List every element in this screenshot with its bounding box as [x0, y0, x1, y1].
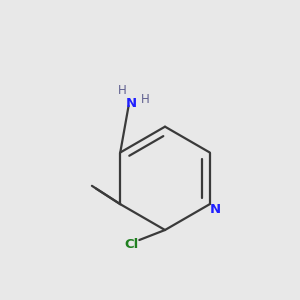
Text: H: H	[118, 84, 126, 97]
Text: H: H	[141, 93, 150, 106]
Text: N: N	[126, 97, 137, 110]
Text: N: N	[210, 203, 221, 216]
Text: Cl: Cl	[124, 238, 139, 251]
